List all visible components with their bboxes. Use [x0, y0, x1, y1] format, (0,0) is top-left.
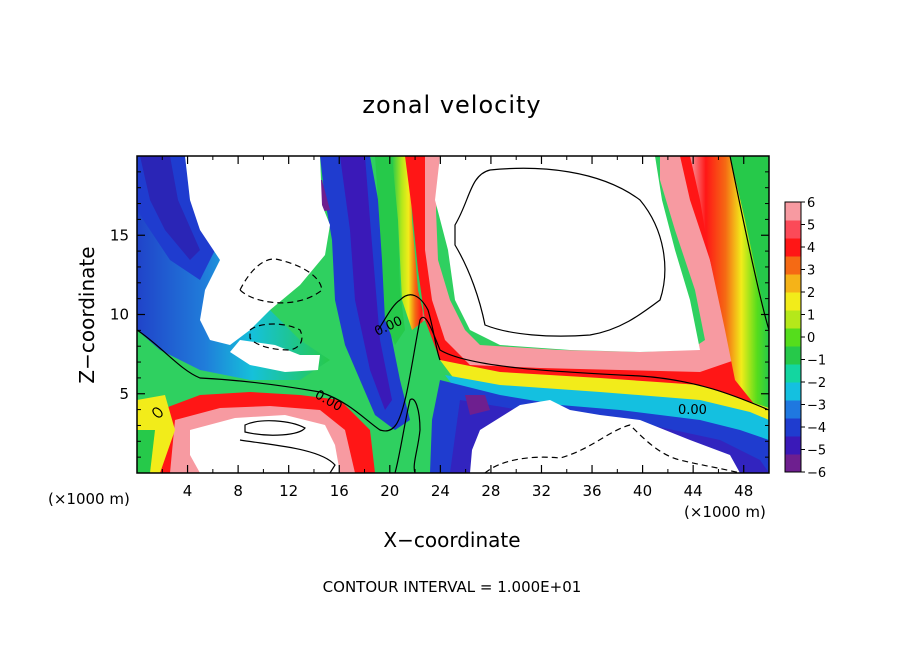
colorbar-swatch [785, 346, 801, 365]
white-region-left [185, 156, 330, 345]
colorbar-tick-label: 6 [807, 196, 815, 211]
x-tick-label: 8 [233, 482, 243, 500]
colorbar-swatch [785, 202, 801, 221]
x-tick-label: 20 [380, 482, 399, 500]
colorbar-tick-label: −1 [807, 354, 826, 369]
chart-title: zonal velocity [362, 91, 541, 119]
colorbar-swatch [785, 274, 801, 293]
x-tick-label: 36 [582, 482, 601, 500]
colorbar-tick-label: −2 [807, 376, 826, 391]
x-tick-label: 16 [330, 482, 349, 500]
colorbar-tick-label: 1 [807, 309, 815, 324]
colorbar-tick-label: 3 [807, 264, 815, 279]
colorbar-swatch [785, 418, 801, 437]
colorbar-tick-label: 4 [807, 241, 815, 256]
colorbar-tick-label: −4 [807, 421, 826, 436]
colorbar-swatch [785, 292, 801, 311]
colorbar-swatch [785, 400, 801, 419]
colorbar-swatch [785, 238, 801, 257]
x-tick-label: 40 [633, 482, 652, 500]
y-unit-label: (×1000 m) [48, 490, 130, 508]
y-tick-label: 15 [110, 226, 129, 244]
colorbar-ticks: 6 5 4 3 2 1 0 −1 −2 −3 −4 −5 −6 [801, 196, 826, 481]
y-axis: 5 10 15 [110, 171, 769, 458]
y-tick-label: 5 [119, 385, 129, 403]
x-tick-label: 28 [481, 482, 500, 500]
y-tick-label: 10 [110, 306, 129, 324]
colorbar-swatch [785, 256, 801, 275]
x-unit-label: (×1000 m) [684, 503, 766, 521]
x-tick-label: 44 [684, 482, 703, 500]
colorbar-tick-label: 5 [807, 219, 815, 234]
colorbar-swatch [785, 382, 801, 401]
colorbar [784, 201, 802, 473]
x-tick-label: 24 [431, 482, 450, 500]
colorbar-swatch [785, 328, 801, 347]
white-region-right [435, 156, 700, 352]
x-axis: 4 8 12 16 20 24 28 32 36 40 44 48 [161, 156, 753, 500]
colorbar-tick-label: −5 [807, 444, 826, 459]
x-tick-label: 32 [532, 482, 551, 500]
y-axis-title: Z−coordinate [75, 246, 99, 383]
colorbar-tick-label: −3 [807, 399, 826, 414]
contour-lines-dashed [239, 258, 741, 473]
colorbar-tick-label: 0 [807, 331, 815, 346]
colorbar-swatch [785, 310, 801, 329]
contour-lines [137, 156, 769, 473]
colorbar-tick-label: 2 [807, 286, 815, 301]
x-axis-title: X−coordinate [383, 528, 520, 552]
colorbar-swatch [785, 454, 801, 473]
colorbar-swatch [785, 436, 801, 455]
contour-label: 0.00 [678, 403, 707, 418]
white-region-bottom-right [470, 400, 740, 473]
colorbar-tick-label: −6 [807, 466, 826, 481]
colorbar-swatch [785, 220, 801, 239]
heatmap-field: 0.00 0.00 0.00 [137, 156, 769, 473]
colorbar-swatch [785, 364, 801, 383]
x-tick-label: 48 [734, 482, 753, 500]
x-tick-label: 4 [183, 482, 193, 500]
x-tick-label: 12 [279, 482, 298, 500]
contour-interval-footer: CONTOUR INTERVAL = 1.000E+01 [323, 578, 582, 596]
